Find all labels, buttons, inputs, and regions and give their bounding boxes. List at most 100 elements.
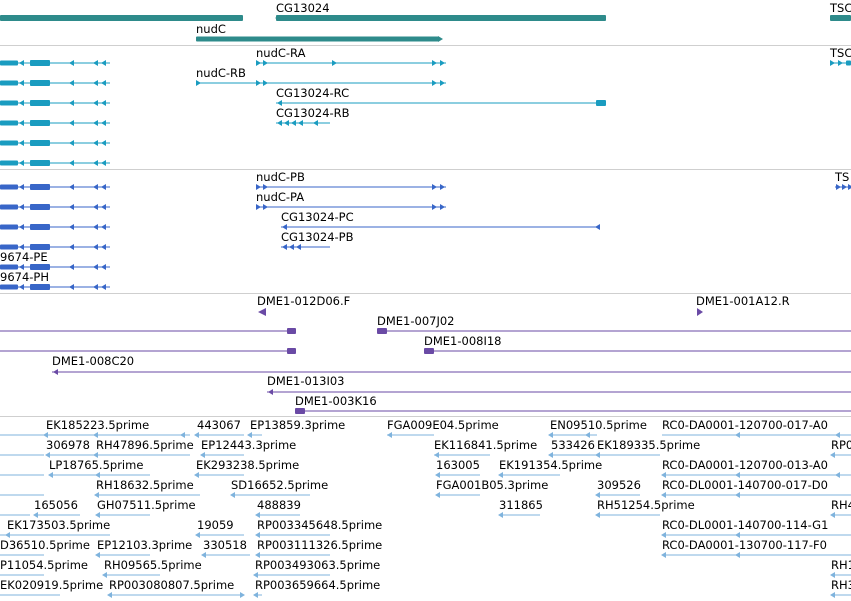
arrow-left-glyph bbox=[498, 472, 503, 478]
est-label[interactable]: RH09565.5prime bbox=[104, 558, 202, 572]
arrow-left-glyph bbox=[435, 472, 440, 478]
est-label[interactable]: LP18765.5prime bbox=[49, 458, 144, 472]
est-label[interactable]: 19059 bbox=[197, 518, 234, 532]
arrow-left-glyph bbox=[200, 452, 205, 458]
protein-label[interactable]: nudC-PA bbox=[256, 190, 305, 204]
transcript-label[interactable]: nudC-RB bbox=[196, 66, 246, 80]
est-label[interactable]: FGA001B05.3prime bbox=[436, 478, 549, 492]
bac-end-label[interactable]: DME1-012D06.F bbox=[257, 294, 351, 308]
est-label[interactable]: EP12103.3prime bbox=[97, 538, 193, 552]
arrow-right-glyph bbox=[263, 60, 268, 66]
est-label[interactable]: 311865 bbox=[499, 498, 543, 512]
est-label[interactable]: 330518 bbox=[203, 538, 247, 552]
arrow-left-glyph bbox=[661, 552, 666, 558]
est-label[interactable]: EN09510.5prime bbox=[550, 418, 647, 432]
arrow-right-glyph bbox=[830, 60, 835, 66]
arrow-right-glyph bbox=[263, 204, 268, 210]
arrow-left-glyph bbox=[33, 512, 38, 518]
est-label[interactable]: FGA009E04.5prime bbox=[387, 418, 499, 432]
arrow-left-glyph bbox=[19, 204, 24, 210]
est-label[interactable]: RC0-DL0001-140700-114-G1 bbox=[662, 518, 829, 532]
arrow-left-glyph bbox=[313, 120, 318, 126]
est-label[interactable]: EP13859.3prime bbox=[250, 418, 346, 432]
est-label[interactable]: EK189335.5prime bbox=[597, 438, 701, 452]
bac-end-label[interactable]: DME1-013I03 bbox=[267, 374, 345, 388]
bac-end-label[interactable]: DME1-008C20 bbox=[52, 354, 135, 368]
gene-label-tsc[interactable]: TSC bbox=[830, 1, 851, 15]
arrow-right-glyph bbox=[848, 184, 851, 190]
est-label[interactable]: EK293238.5prime bbox=[196, 458, 300, 472]
est-label[interactable]: 309526 bbox=[597, 478, 641, 492]
bac-end-label[interactable]: DME1-007J02 bbox=[377, 314, 455, 328]
est-label[interactable]: SD16652.5prime bbox=[231, 478, 329, 492]
est-label[interactable]: 533426 bbox=[551, 438, 595, 452]
arrow-left-glyph bbox=[93, 244, 98, 250]
est-label[interactable]: RC0-DA0001-120700-013-A0 bbox=[662, 458, 828, 472]
protein-label[interactable]: TS bbox=[835, 170, 850, 184]
est-label[interactable]: 306978 bbox=[46, 438, 90, 452]
est-label[interactable]: P11054.5prime bbox=[0, 558, 88, 572]
feature-exon bbox=[30, 244, 50, 250]
gene-label-cg13024[interactable]: CG13024 bbox=[276, 1, 330, 15]
est-label[interactable]: 163005 bbox=[436, 458, 480, 472]
est-label[interactable]: EK185223.5prime bbox=[46, 418, 150, 432]
est-label[interactable]: 488839 bbox=[257, 498, 301, 512]
est-label[interactable]: RC0-DL0001-140700-017-D0 bbox=[662, 478, 828, 492]
feature-exon bbox=[287, 348, 296, 354]
est-label[interactable]: 443067 bbox=[197, 418, 241, 432]
est-label[interactable]: GH07511.5prime bbox=[97, 498, 196, 512]
protein-label[interactable]: 9674-PE bbox=[0, 250, 48, 264]
transcript-label[interactable]: CG13024-RB bbox=[276, 106, 350, 120]
protein-label[interactable]: nudC-PB bbox=[256, 170, 305, 184]
est-label[interactable]: RH47896.5prime bbox=[96, 438, 194, 452]
est-label[interactable]: 165056 bbox=[34, 498, 78, 512]
est-label[interactable]: D36510.5prime bbox=[0, 538, 90, 552]
est-label[interactable]: RP003659664.5prime bbox=[255, 578, 381, 592]
arrow-left-glyph bbox=[435, 492, 440, 498]
est-label[interactable]: EK191354.5prime bbox=[499, 458, 603, 472]
feature-exon bbox=[0, 15, 243, 21]
feature-exon bbox=[846, 60, 851, 66]
protein-label[interactable]: CG13024-PC bbox=[281, 210, 354, 224]
arrow-right-glyph bbox=[440, 60, 445, 66]
transcript-label[interactable]: nudC-RA bbox=[256, 46, 306, 60]
arrow-right-glyph bbox=[256, 184, 261, 190]
arrow-left-glyph bbox=[69, 80, 74, 86]
est-label[interactable]: RC0-DA0001-120700-017-A0 bbox=[662, 418, 828, 432]
est-label[interactable]: RH18632.5prime bbox=[96, 478, 194, 492]
est-label[interactable]: RP003080807.5prime bbox=[109, 578, 235, 592]
arrow-left-glyph bbox=[548, 452, 553, 458]
bac-end-label[interactable]: DME1-003K16 bbox=[295, 394, 377, 408]
bac-end-label[interactable]: DME1-001A12.R bbox=[696, 294, 790, 308]
est-label[interactable]: RH1 bbox=[831, 558, 851, 572]
est-label[interactable]: EK020919.5prime bbox=[0, 578, 104, 592]
est-label[interactable]: EK173503.5prime bbox=[7, 518, 111, 532]
arrow-left-glyph bbox=[93, 120, 98, 126]
est-label[interactable]: RH3 bbox=[831, 578, 851, 592]
feature-exon bbox=[0, 204, 18, 210]
protein-label[interactable]: 9674-PH bbox=[0, 270, 49, 284]
arrow-left-glyph bbox=[19, 284, 24, 290]
feature-exon bbox=[30, 120, 50, 126]
est-label[interactable]: RP003345648.5prime bbox=[257, 518, 383, 532]
arrow-left-glyph bbox=[101, 204, 106, 210]
est-label[interactable]: RH4 bbox=[831, 498, 851, 512]
feature-exon bbox=[30, 284, 50, 290]
arrow-left-glyph bbox=[284, 120, 289, 126]
est-label[interactable]: EP12443.3prime bbox=[201, 438, 297, 452]
protein-label[interactable]: CG13024-PB bbox=[281, 230, 354, 244]
est-label[interactable]: RC0-DA0001-130700-117-F0 bbox=[662, 538, 827, 552]
arrow-left-glyph bbox=[434, 452, 439, 458]
arrow-left-glyph bbox=[255, 552, 260, 558]
gene-label-nudc[interactable]: nudC bbox=[196, 22, 226, 36]
transcript-label[interactable]: TSC bbox=[830, 46, 851, 60]
est-label[interactable]: RP003493063.5prime bbox=[255, 558, 381, 572]
bac-end-label[interactable]: DME1-008I18 bbox=[424, 334, 502, 348]
transcript-label[interactable]: CG13024-RC bbox=[276, 86, 350, 100]
est-label[interactable]: EK116841.5prime bbox=[434, 438, 538, 452]
arrow-left-glyph bbox=[661, 492, 666, 498]
est-label[interactable]: RH51254.5prime bbox=[597, 498, 695, 512]
est-label[interactable]: RP003111326.5prime bbox=[257, 538, 383, 552]
est-label[interactable]: RP0 bbox=[831, 438, 851, 452]
